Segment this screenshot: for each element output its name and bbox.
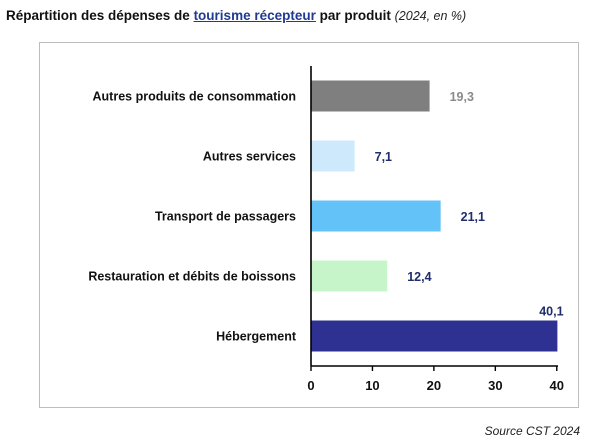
value-label-transport-de-passagers: 21,1 <box>461 210 485 224</box>
bar-hebergement <box>311 320 558 352</box>
source-note: Source CST 2024 <box>484 424 580 438</box>
bar-transport-de-passagers <box>311 200 441 232</box>
category-label-hebergement: Hébergement <box>216 330 297 344</box>
value-label-autres-produits-de-consommation: 19,3 <box>450 90 474 104</box>
title-link-tourisme-recepteur[interactable]: tourisme récepteur <box>193 8 316 23</box>
x-tick-label-0: 0 <box>307 378 314 393</box>
chart-title: Répartition des dépenses de tourisme réc… <box>6 8 466 23</box>
x-tick-label-40: 40 <box>550 378 564 393</box>
category-label-restauration-et-debits-de-boissons: Restauration et débits de boissons <box>88 270 296 284</box>
x-tick-label-30: 30 <box>488 378 502 393</box>
category-label-autres-services: Autres services <box>203 150 296 164</box>
bar-restauration-et-debits-de-boissons <box>311 260 388 292</box>
x-tick-label-10: 10 <box>365 378 379 393</box>
value-label-autres-services: 7,1 <box>375 150 392 164</box>
title-prefix: Répartition des dépenses de <box>6 8 194 23</box>
title-suffix: par produit <box>315 8 391 23</box>
bar-autres-produits-de-consommation <box>311 80 430 112</box>
value-label-restauration-et-debits-de-boissons: 12,4 <box>407 270 431 284</box>
bar-autres-services <box>311 140 355 172</box>
value-label-hebergement: 40,1 <box>539 305 563 319</box>
category-label-transport-de-passagers: Transport de passagers <box>155 210 296 224</box>
category-label-autres-produits-de-consommation: Autres produits de consommation <box>93 90 297 104</box>
x-tick-label-20: 20 <box>427 378 441 393</box>
title-note: (2024, en %) <box>394 9 467 23</box>
